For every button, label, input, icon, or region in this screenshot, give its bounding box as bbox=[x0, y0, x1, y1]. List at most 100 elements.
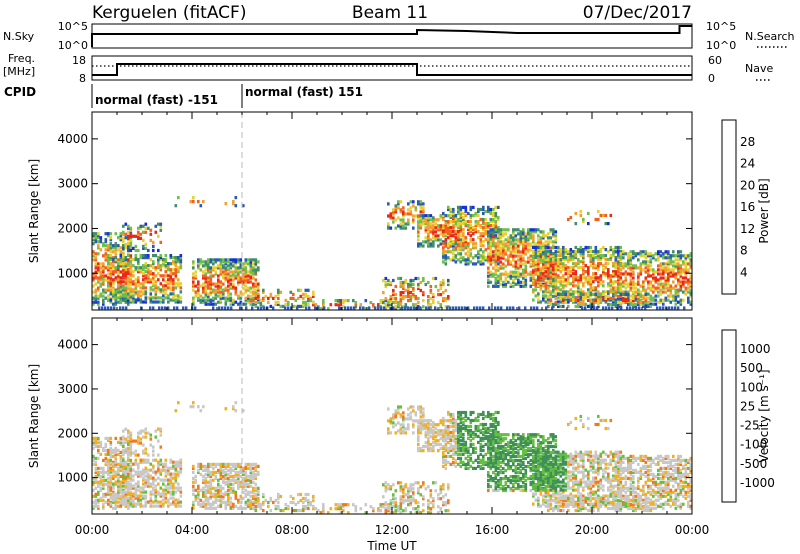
data-cell bbox=[439, 216, 443, 220]
data-cell bbox=[174, 478, 178, 482]
data-cell bbox=[227, 284, 230, 288]
data-cell bbox=[227, 278, 230, 282]
data-cell bbox=[122, 492, 125, 496]
data-cell bbox=[669, 272, 673, 276]
data-cell bbox=[482, 250, 485, 254]
data-cell bbox=[249, 280, 253, 284]
data-cell bbox=[209, 290, 213, 294]
data-cell bbox=[569, 294, 573, 298]
data-cell bbox=[614, 248, 618, 252]
data-cell bbox=[249, 490, 253, 494]
data-cell bbox=[227, 492, 230, 496]
data-cell bbox=[654, 286, 658, 290]
data-cell bbox=[154, 494, 158, 498]
data-cell bbox=[594, 252, 598, 256]
data-cell bbox=[109, 262, 113, 266]
data-cell bbox=[577, 284, 580, 288]
data-cell bbox=[549, 250, 553, 254]
data-cell bbox=[194, 488, 198, 492]
data-cell bbox=[119, 300, 123, 304]
data-cell bbox=[679, 298, 683, 302]
data-cell bbox=[432, 295, 435, 299]
data-cell bbox=[122, 500, 125, 504]
data-cell bbox=[202, 480, 205, 484]
data-cell bbox=[119, 292, 123, 296]
data-cell bbox=[432, 232, 435, 236]
data-cell bbox=[234, 470, 238, 474]
data-cell bbox=[689, 264, 693, 268]
data-cell bbox=[99, 270, 103, 274]
data-cell bbox=[149, 306, 152, 310]
data-cell bbox=[549, 252, 553, 256]
data-cell bbox=[232, 298, 235, 302]
data-cell bbox=[664, 276, 668, 280]
data-cell bbox=[142, 254, 145, 258]
data-cell bbox=[682, 284, 685, 288]
data-cell bbox=[127, 254, 130, 258]
data-cell bbox=[499, 240, 503, 244]
data-cell bbox=[94, 236, 98, 240]
data-cell bbox=[414, 208, 418, 212]
data-cell bbox=[107, 466, 110, 470]
data-cell bbox=[402, 212, 405, 216]
data-cell bbox=[162, 504, 165, 508]
nsky-panel: N.Sky 10^5 10^0 10^5 10^0 N.Search bbox=[3, 20, 795, 52]
data-cell bbox=[409, 210, 413, 214]
data-cell bbox=[194, 478, 198, 482]
data-cell bbox=[244, 502, 248, 506]
data-cell bbox=[389, 212, 393, 216]
data-cell bbox=[627, 296, 630, 300]
data-cell bbox=[232, 468, 235, 472]
data-cell bbox=[529, 262, 533, 266]
data-cell bbox=[182, 306, 185, 310]
data-cell bbox=[479, 217, 483, 222]
data-cell bbox=[174, 264, 178, 268]
data-cell bbox=[207, 490, 210, 494]
data-cell bbox=[432, 224, 435, 228]
data-cell bbox=[394, 307, 398, 311]
data-cell bbox=[224, 296, 228, 300]
data-cell bbox=[509, 282, 513, 286]
data-cell bbox=[102, 278, 105, 282]
data-cell bbox=[417, 226, 420, 230]
data-cell bbox=[499, 256, 503, 260]
data-cell bbox=[202, 276, 205, 280]
data-cell bbox=[252, 292, 255, 296]
data-cell bbox=[169, 286, 173, 290]
data-cell bbox=[239, 290, 243, 294]
data-cell bbox=[669, 262, 673, 266]
data-cell bbox=[119, 254, 123, 258]
data-cell bbox=[217, 482, 220, 486]
data-cell bbox=[104, 274, 108, 278]
data-cell bbox=[214, 488, 218, 492]
data-cell bbox=[237, 478, 240, 482]
data-cell bbox=[137, 482, 140, 486]
data-cell bbox=[665, 306, 668, 310]
data-cell bbox=[559, 250, 563, 254]
data-cell bbox=[522, 272, 525, 276]
data-cell bbox=[142, 272, 145, 276]
data-cell bbox=[637, 282, 640, 286]
data-cell bbox=[237, 260, 240, 264]
data-cell bbox=[492, 224, 495, 228]
data-cell bbox=[654, 278, 658, 282]
data-cell bbox=[292, 304, 295, 308]
data-cell bbox=[134, 256, 138, 260]
data-cell bbox=[572, 252, 575, 256]
data-cell bbox=[174, 464, 178, 468]
data-cell bbox=[557, 276, 560, 280]
data-cell bbox=[192, 262, 195, 266]
data-cell bbox=[112, 296, 115, 300]
data-cell bbox=[247, 280, 250, 284]
data-cell bbox=[574, 262, 578, 266]
data-cell bbox=[109, 450, 113, 454]
data-cell bbox=[409, 278, 413, 283]
data-cell bbox=[679, 254, 683, 258]
data-cell bbox=[142, 230, 145, 234]
data-cell bbox=[672, 254, 675, 258]
data-cell bbox=[244, 480, 248, 484]
data-cell bbox=[464, 306, 467, 310]
data-cell bbox=[107, 462, 110, 466]
data-cell bbox=[634, 264, 638, 268]
